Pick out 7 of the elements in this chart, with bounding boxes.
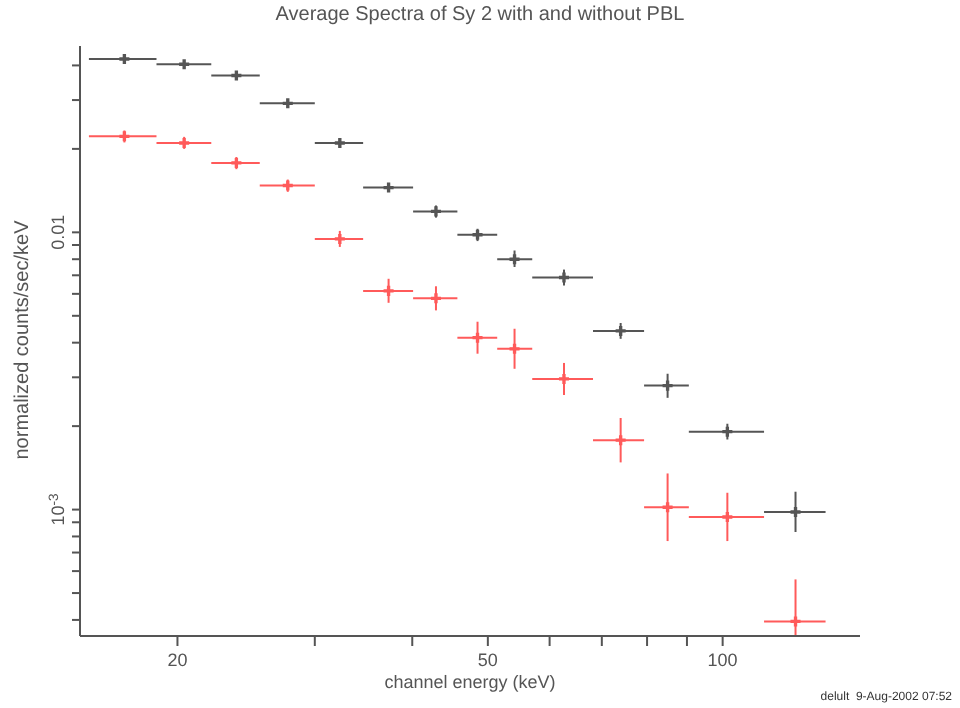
y-tick-label: 0.01 xyxy=(48,214,68,250)
x-tick-label: 100 xyxy=(707,650,738,670)
chart-title: Average Spectra of Sy 2 with and without PBL xyxy=(273,4,687,26)
x-axis-title: channel energy (keV) xyxy=(382,672,558,692)
y-axis-title: normalized counts/sec/keV xyxy=(12,220,34,460)
x-tick-label: 50 xyxy=(477,650,498,670)
x-tick-label: 20 xyxy=(167,650,188,670)
